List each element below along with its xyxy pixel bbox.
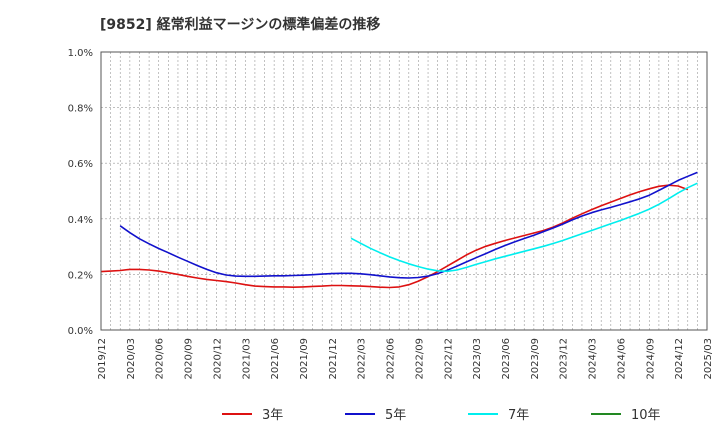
x-tick-label: 2023/09 [530, 338, 541, 380]
x-tick-label: 2022/06 [386, 338, 397, 380]
series-line-5年 [119, 171, 698, 279]
series-lines [100, 171, 698, 289]
legend-label: 3年 [262, 408, 283, 423]
y-axis-tick-labels: 0.0% 0.2% 0.4% 0.6% 0.8% 1.0% [68, 48, 93, 337]
series-line-3年 [100, 184, 689, 289]
y-tick-label: 0.0% [68, 326, 93, 337]
legend-label: 10年 [631, 408, 661, 423]
plot-frame [100, 51, 708, 331]
x-tick-label: 2021/12 [328, 338, 339, 380]
x-tick-label: 2024/03 [588, 338, 599, 380]
y-tick-label: 0.4% [68, 215, 93, 226]
y-tick-label: 0.8% [68, 104, 93, 115]
x-tick-label: 2024/09 [645, 338, 656, 380]
x-tick-label: 2023/12 [559, 338, 570, 380]
legend-label: 5年 [385, 408, 406, 423]
x-axis-tick-labels: 2019/12 2020/03 2020/06 2020/09 2020/12 2021/… [97, 338, 714, 380]
x-tick-label: 2022/03 [357, 338, 368, 380]
x-tick-label: 2020/03 [126, 338, 137, 380]
series-line-7年 [350, 182, 698, 273]
x-tick-label: 2023/06 [501, 338, 512, 380]
x-tick-label: 2024/12 [674, 338, 685, 380]
chart-title: [9852] 経常利益マージンの標準偏差の推移 [100, 17, 381, 33]
x-tick-label: 2020/06 [155, 338, 166, 380]
x-tick-label: 2021/03 [241, 338, 252, 380]
x-tick-label: 2022/12 [443, 338, 454, 380]
x-tick-label: 2023/03 [472, 338, 483, 380]
x-tick-label: 2025/03 [703, 338, 714, 380]
x-tick-label: 2024/06 [616, 338, 627, 380]
x-tick-label: 2019/12 [97, 338, 108, 380]
y-tick-label: 0.6% [68, 159, 93, 170]
x-tick-label: 2020/12 [212, 338, 223, 380]
y-tick-label: 0.2% [68, 270, 93, 281]
x-tick-label: 2022/09 [414, 338, 425, 380]
legend: 3年 5年 7年 10年 [222, 408, 661, 423]
x-tick-label: 2020/09 [184, 338, 195, 380]
grid [101, 52, 707, 330]
legend-label: 7年 [508, 408, 529, 423]
y-tick-label: 1.0% [68, 48, 93, 59]
x-tick-label: 2021/09 [299, 338, 310, 380]
x-tick-label: 2021/06 [270, 338, 281, 380]
